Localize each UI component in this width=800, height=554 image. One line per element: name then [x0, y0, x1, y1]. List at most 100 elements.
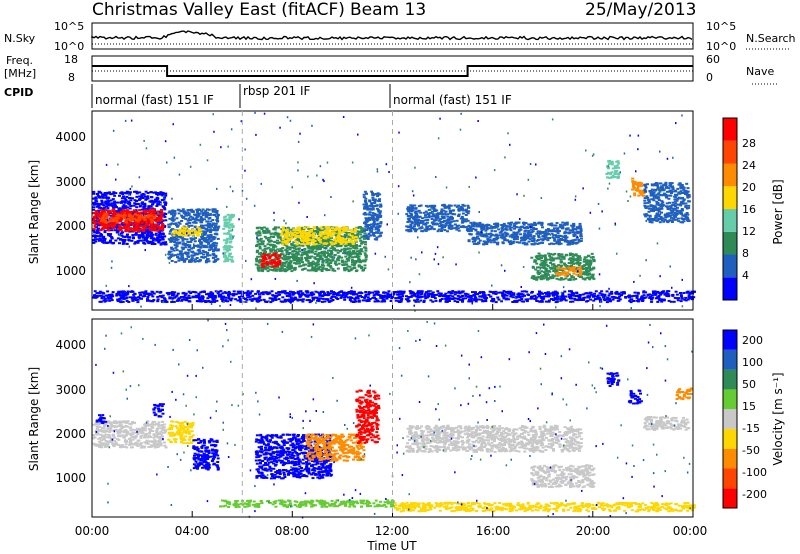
power-cell [196, 212, 200, 215]
power-cell [228, 218, 232, 221]
power-cell [278, 269, 282, 272]
power-cell [523, 227, 527, 229]
power-cell [278, 233, 282, 236]
power-cell [104, 201, 108, 204]
power-cell [213, 236, 217, 239]
power-cell [495, 238, 499, 241]
power-cell [327, 269, 331, 271]
power-cell [286, 264, 290, 267]
power-cell [363, 232, 367, 235]
power-cell [109, 225, 112, 227]
power-cell [198, 212, 202, 215]
power-cell [496, 222, 500, 225]
power-cell [536, 230, 540, 233]
power-cell [228, 233, 232, 236]
power-cell [424, 229, 428, 232]
power-cell [157, 193, 161, 196]
power-cell [643, 199, 647, 202]
power-cell [461, 207, 465, 210]
power-cell [501, 226, 505, 228]
date-label: 25/May/2013 [585, 0, 697, 20]
power-cell [378, 205, 382, 208]
power-cell [98, 237, 102, 240]
power-cell [496, 241, 499, 244]
power-cell [96, 227, 100, 230]
power-cell [543, 254, 547, 257]
power-cell [149, 237, 153, 240]
power-cell [426, 219, 430, 221]
power-cell [181, 226, 185, 229]
power-cell [267, 246, 271, 249]
power-cell [282, 226, 286, 229]
noise-sky-trace [91, 30, 693, 41]
power-cell [302, 243, 306, 246]
power-cell [327, 254, 330, 257]
power-cell [286, 258, 290, 261]
power-cell [318, 233, 322, 236]
power-cell [138, 197, 142, 200]
power-cell [142, 236, 146, 239]
power-cell [297, 229, 301, 232]
power-cell [373, 213, 377, 215]
power-cell [263, 255, 266, 258]
power-cell [314, 250, 318, 253]
power-cell [531, 265, 535, 268]
power-cell [204, 232, 208, 234]
power-cell [579, 229, 583, 232]
power-cell [420, 220, 423, 222]
power-cell [340, 256, 344, 259]
power-cell [169, 223, 172, 226]
power-cell [120, 234, 124, 237]
power-cell [192, 238, 196, 241]
power-cell [541, 241, 544, 244]
power-cell [544, 267, 548, 270]
power-cell [143, 214, 147, 217]
power-cell [197, 234, 201, 237]
power-cell [283, 269, 287, 272]
power-cell [571, 239, 575, 242]
power-cell [216, 217, 219, 220]
power-cell [611, 167, 615, 170]
power-cell [129, 205, 133, 207]
power-cell [334, 236, 338, 239]
power-cell [205, 246, 209, 249]
power-cell [666, 205, 670, 208]
power-cell [145, 215, 149, 218]
power-cell [551, 263, 554, 266]
power-cell [228, 253, 232, 255]
power-cell [545, 278, 549, 281]
power-cell [285, 251, 289, 254]
power-cell [379, 222, 383, 225]
power-cell [560, 224, 564, 227]
power-cell [122, 204, 126, 207]
power-cell [349, 240, 353, 242]
power-cell [155, 220, 159, 223]
power-cell [97, 204, 101, 207]
power-cell [300, 241, 303, 244]
power-cell [148, 226, 152, 229]
power-cell [146, 226, 150, 228]
power-cell [365, 236, 369, 239]
power-cell [555, 271, 559, 274]
power-cell [563, 223, 566, 226]
power-cell [555, 277, 559, 280]
power-cell [152, 216, 156, 219]
power-cell [512, 231, 516, 234]
power-cell [320, 236, 324, 239]
power-cell [338, 244, 342, 247]
power-cell [125, 195, 129, 198]
power-cell [145, 240, 149, 243]
power-cell [177, 259, 181, 262]
power-cell [155, 198, 159, 201]
power-cell [358, 245, 362, 247]
power-cell [520, 239, 523, 242]
power-cell [226, 213, 230, 216]
power-cell [663, 218, 667, 221]
power-cell [683, 191, 687, 194]
power-cell [106, 233, 110, 235]
power-cell [103, 231, 107, 234]
power-cell [94, 210, 98, 212]
power-cell [364, 258, 368, 261]
power-cell [199, 220, 203, 223]
power-cell [534, 268, 538, 271]
